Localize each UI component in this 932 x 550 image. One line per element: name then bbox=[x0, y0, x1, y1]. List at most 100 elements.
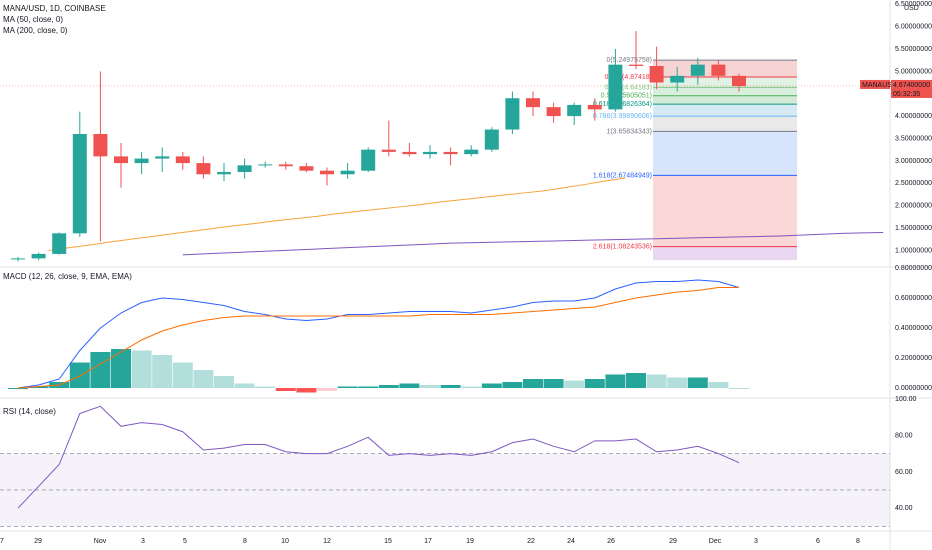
price-tick-label: 2.00000000 bbox=[895, 203, 932, 210]
price-tick-label: 2.50000000 bbox=[895, 180, 932, 187]
macd-histogram-bar bbox=[502, 382, 523, 388]
last-price-label: 4.67400000 bbox=[893, 82, 930, 89]
macd-histogram-bar bbox=[337, 386, 358, 388]
price-tick-label: 3.00000000 bbox=[895, 158, 932, 165]
candle-body bbox=[11, 258, 25, 260]
time-tick-label: 24 bbox=[567, 538, 575, 545]
fib-level-label: 0(5.24975758) bbox=[606, 57, 652, 64]
candle-body bbox=[443, 151, 458, 155]
candle-body bbox=[690, 64, 705, 76]
macd-histogram-bar bbox=[317, 388, 337, 391]
candle-body bbox=[567, 104, 582, 117]
candle-body bbox=[31, 253, 46, 259]
candle-body bbox=[587, 104, 602, 110]
time-tick-label: 22 bbox=[527, 538, 535, 545]
time-tick-label: Dec bbox=[709, 538, 722, 545]
time-tick-label: 17 bbox=[424, 538, 432, 545]
candle-body bbox=[381, 149, 396, 152]
time-tick-label: 5 bbox=[183, 538, 187, 545]
price-tick-label: 4.00000000 bbox=[895, 113, 932, 120]
fib-zone bbox=[653, 175, 797, 247]
time-tick-label: 10 bbox=[281, 538, 289, 545]
symbol-tag: MANAUSD bbox=[862, 82, 897, 89]
candle-body bbox=[526, 98, 540, 108]
fib-level-label: 1.618(2.67484949) bbox=[593, 172, 652, 179]
fib-level-label: 0.236(4.87418) bbox=[605, 74, 652, 81]
macd-histogram-bar bbox=[605, 374, 626, 388]
price-currency-label: USD bbox=[904, 5, 919, 12]
macd-histogram-bar bbox=[193, 370, 214, 388]
macd-histogram-bar bbox=[255, 386, 276, 388]
macd-histogram-bar bbox=[420, 385, 440, 388]
time-tick-label: 12 bbox=[323, 538, 331, 545]
candle-body bbox=[670, 75, 685, 83]
macd-tick-label: 0.40000000 bbox=[895, 325, 932, 332]
fib-zone bbox=[653, 95, 797, 105]
candle-body bbox=[175, 156, 190, 164]
rsi-line bbox=[17, 405, 740, 509]
fib-level-label: 0.786(3.99890606) bbox=[593, 113, 652, 120]
macd-histogram-bar bbox=[687, 377, 708, 388]
candle-body bbox=[464, 149, 479, 155]
macd-histogram-bar bbox=[646, 374, 667, 388]
legend-rsi: RSI (14, close) bbox=[3, 407, 56, 416]
macd-histogram-bar bbox=[729, 388, 749, 389]
legend-macd: MACD (12, 26, close, 9, EMA, EMA) bbox=[3, 272, 132, 281]
price-tick-label: 1.00000000 bbox=[895, 247, 932, 254]
fib-zone bbox=[653, 246, 797, 261]
candle-body bbox=[72, 134, 87, 234]
macd-histogram-bar bbox=[523, 379, 543, 388]
macd-histogram-bar bbox=[378, 385, 399, 388]
candle-body bbox=[546, 107, 561, 117]
countdown-label: 05:32:35 bbox=[893, 91, 920, 98]
candle-body bbox=[134, 158, 149, 164]
candle-body bbox=[320, 170, 334, 175]
macd-histogram-bar bbox=[214, 376, 234, 388]
candle-body bbox=[299, 166, 314, 171]
time-tick-label: 6 bbox=[816, 538, 820, 545]
macd-histogram-bar bbox=[667, 377, 688, 388]
macd-histogram-bar bbox=[440, 385, 461, 388]
last-price-tag-bg bbox=[891, 79, 932, 98]
macd-histogram-bar bbox=[543, 379, 564, 388]
macd-line bbox=[17, 279, 740, 389]
legend-ma200: MA (200, close, 0) bbox=[3, 26, 68, 35]
time-tick-label: 7 bbox=[0, 538, 4, 545]
macd-histogram-bar bbox=[399, 383, 420, 388]
time-tick-label: 29 bbox=[669, 538, 677, 545]
candle-body bbox=[93, 134, 108, 157]
fib-zone bbox=[653, 76, 797, 88]
macd-histogram-bar bbox=[481, 383, 502, 388]
macd-histogram-bar bbox=[626, 373, 646, 388]
legend-symbol: MANA/USD, 1D, COINBASE bbox=[3, 4, 106, 13]
fib-level-label: 0.618(4.26826364) bbox=[593, 101, 652, 108]
macd-histogram-bar bbox=[172, 362, 193, 388]
legend-ma50: MA (50, close, 0) bbox=[3, 15, 64, 24]
fib-zone bbox=[653, 104, 797, 117]
price-tick-label: 6.50000000 bbox=[895, 1, 932, 8]
macd-histogram-bar bbox=[131, 350, 152, 388]
candle-body bbox=[217, 172, 231, 175]
fib-level-label: 1(3.65834343) bbox=[606, 128, 652, 135]
fib-level-label: 0.382(4.64183) bbox=[605, 84, 652, 91]
macd-histogram-bar bbox=[461, 386, 482, 388]
ma50-line bbox=[48, 177, 626, 251]
fib-zone bbox=[653, 87, 797, 96]
candle-body bbox=[278, 164, 293, 167]
candle-body bbox=[423, 151, 437, 155]
time-tick-label: 15 bbox=[384, 538, 392, 545]
candle-body bbox=[402, 151, 417, 155]
macd-histogram-bar bbox=[275, 388, 296, 391]
macd-tick-label: 0.80000000 bbox=[895, 265, 932, 272]
candle-body bbox=[114, 156, 128, 164]
fib-zone bbox=[653, 131, 797, 176]
rsi-tick-label: 40.00 bbox=[895, 505, 913, 512]
candle-body bbox=[608, 64, 623, 110]
time-tick-label: 29 bbox=[34, 538, 42, 545]
macd-tick-label: 0.00000000 bbox=[895, 385, 932, 392]
ma200-line bbox=[182, 231, 884, 256]
macd-histogram-bar bbox=[152, 355, 173, 388]
macd-histogram-bar bbox=[708, 382, 729, 388]
candle-body bbox=[732, 75, 746, 87]
